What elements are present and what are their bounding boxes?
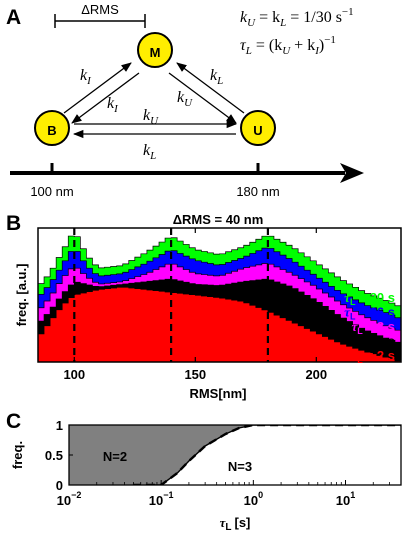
rate-label-b-to-m: kI: [80, 67, 92, 87]
legend-entry-4: τL = 2 s: [351, 348, 395, 365]
chart-b-areas: [38, 235, 401, 362]
x-tick-label-2: 100: [244, 490, 263, 508]
curve-dashed: [146, 425, 401, 485]
state-b-label: B: [47, 123, 56, 138]
x-tick-label-0: 10−2: [57, 490, 82, 508]
state-m: M: [137, 32, 173, 68]
chart-c-y-ticks: 00.51: [45, 418, 73, 493]
state-u-label: U: [253, 123, 262, 138]
series-area-2s: [38, 286, 401, 362]
y-tick-label-2: 1: [56, 418, 63, 433]
chart-c-ylabel: freq.: [10, 441, 25, 469]
legend-entry-0: τL = 30 s: [344, 290, 395, 307]
arrow-m-to-b: [71, 72, 140, 124]
chart-b-dashed-lines: [73, 228, 269, 362]
region-label-n2: N=2: [103, 449, 127, 464]
panel-b: B ΔRMS = 40 nm 100 150 200 τL = 30 sτL = 16 …: [6, 212, 402, 401]
chart-c-x-ticks: 10−2 10−1 100 101: [57, 480, 402, 508]
panel-a: A ΔRMS kU = kL = 1/30 s−1 τL = (kU + kI)…: [6, 2, 364, 199]
chart-b-ylabel: freq. [a.u.]: [14, 264, 29, 327]
chart-b-legend: τL = 30 sτL = 16 sτL = 8 sτL = 4 sτL = 2 s: [344, 290, 395, 365]
region-label-n3: N=3: [228, 459, 252, 474]
x-tick-label-200: 200: [305, 367, 327, 382]
chart-b-title: ΔRMS = 40 nm: [173, 212, 264, 227]
rate-label-u-to-b: kL: [143, 142, 156, 162]
chart-b-frame: [37, 227, 402, 363]
region-n2: [69, 425, 401, 485]
x-tick-label-3: 101: [336, 490, 355, 508]
x-tick-label-150: 150: [184, 367, 206, 382]
rate-label-u-to-m: kL: [210, 67, 223, 87]
arrow-u-to-m: [176, 62, 245, 114]
panel-letter-c: C: [6, 410, 21, 433]
equation-tau: τL = (kU + kI)−1: [240, 34, 336, 57]
legend-entry-2: τL = 8 s: [351, 319, 395, 336]
state-m-label: M: [150, 45, 161, 60]
rms-axis: 100 nm 180 nm: [10, 163, 364, 199]
x-tick-label-100: 100: [63, 367, 85, 382]
rate-label-m-to-b: kI: [107, 95, 119, 115]
delta-rms-bracket: ΔRMS: [54, 2, 146, 28]
x-tick-label-1: 10−1: [149, 490, 174, 508]
arrow-b-to-m: [63, 62, 132, 114]
equation-rates: kU = kL = 1/30 s−1: [240, 6, 354, 29]
arrow-m-to-u: [168, 72, 237, 124]
panel-letter-a: A: [6, 6, 21, 29]
chart-c-plot: [69, 425, 401, 485]
axis-tick-180nm: 180 nm: [236, 184, 279, 199]
chart-b-x-ticks: 100 150 200: [63, 228, 327, 382]
panel-letter-b: B: [6, 212, 21, 235]
state-u: U: [240, 110, 276, 146]
delta-rms-label: ΔRMS: [81, 2, 119, 17]
legend-entry-3: τL = 4 s: [351, 334, 395, 351]
y-tick-label-0: 0: [56, 478, 63, 493]
rate-label-b-to-u: kU: [143, 107, 159, 127]
state-b: B: [34, 110, 70, 146]
chart-b-xlabel: RMS[nm]: [189, 386, 246, 401]
axis-tick-100nm: 100 nm: [30, 184, 73, 199]
panel-c: C 00.51 10−2 10−1 100 101 N=2 N=3 freq. τL[…: [6, 410, 402, 533]
rate-label-m-to-u: kU: [177, 89, 193, 109]
chart-c-xlabel: τL [s]: [220, 515, 251, 533]
legend-entry-1: τL = 16 s: [344, 305, 395, 322]
y-tick-label-1: 0.5: [45, 448, 63, 463]
